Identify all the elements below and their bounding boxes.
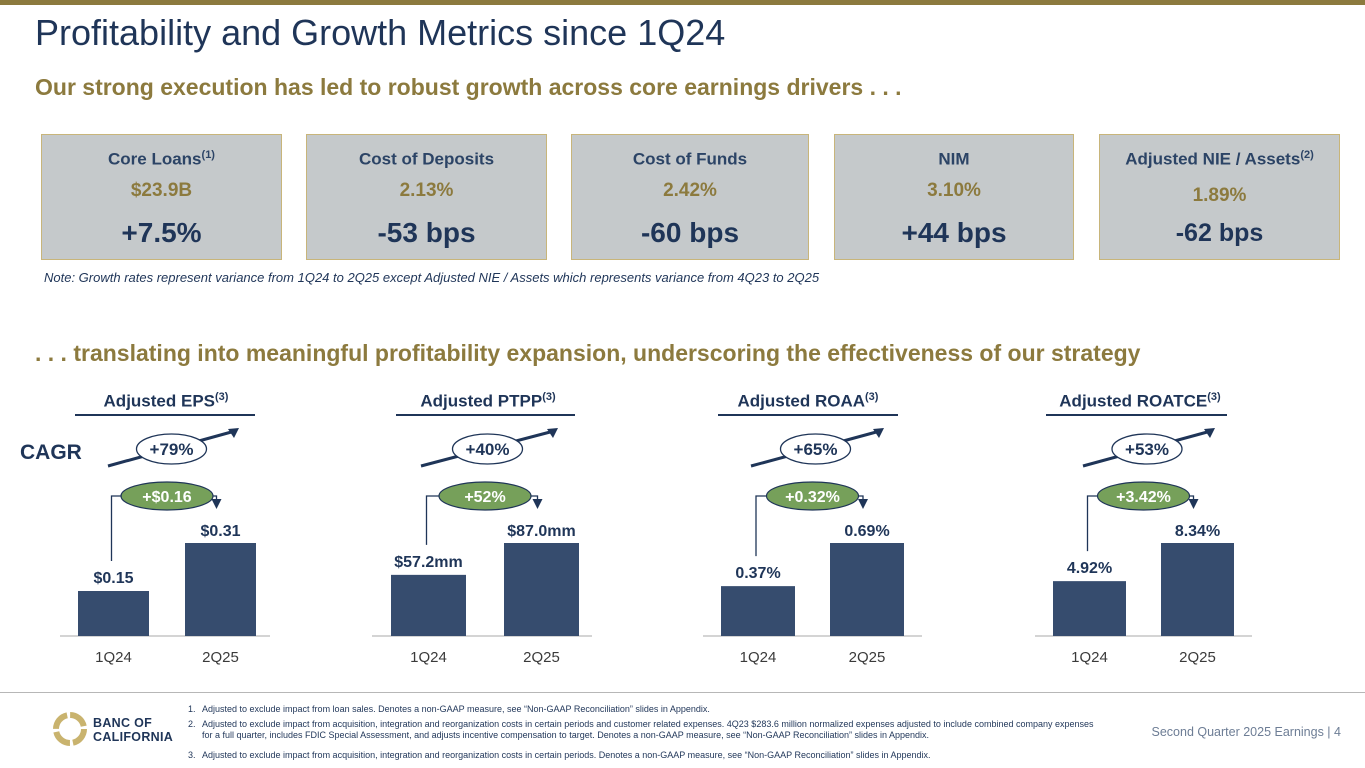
change-pill (1096, 481, 1191, 511)
chart-title-underline (1046, 414, 1227, 416)
card-label: Adjusted NIE / Assets(2) (1125, 149, 1314, 169)
x-tick-label: 1Q24 (410, 649, 447, 666)
chart-title-eps: Adjusted EPS(3) (103, 391, 229, 411)
change-arrow-icon (1188, 499, 1199, 509)
card-label: Cost of Funds (632, 149, 748, 169)
change-arrow-icon (858, 499, 868, 509)
cagr-value: +79% (150, 440, 194, 459)
page-label: Second Quarter 2025 Earnings | (1151, 725, 1331, 739)
data-label-2q25: $87.0mm (507, 523, 576, 540)
chart-title-underline (396, 414, 575, 416)
card-value: 3.10% (927, 180, 981, 201)
chart-title-underline (75, 414, 255, 416)
bar-2q25 (830, 543, 904, 636)
x-tick-label: 1Q24 (740, 649, 777, 666)
page-title: Profitability and Growth Metrics since 1… (35, 12, 726, 53)
metric-card-cost-of-deposits: Cost of Deposits 2.13% -53 bps (306, 134, 547, 260)
x-tick-label: 1Q24 (1071, 649, 1108, 666)
change-value: +0.32% (785, 489, 840, 506)
card-value: $23.9B (130, 180, 193, 201)
cagr-label: CAGR (20, 441, 82, 464)
change-pill (438, 481, 532, 511)
cagr-badge (779, 433, 852, 465)
cagr-arrow-icon (873, 428, 884, 438)
card-value: 1.89% (1192, 185, 1247, 206)
chart-title-roatce: Adjusted ROATCE(3) (1059, 391, 1221, 411)
change-pill (765, 481, 860, 511)
card-change: -60 bps (640, 217, 740, 248)
chart-title-underline (718, 414, 898, 416)
bar-1q24 (721, 586, 795, 636)
bar-1q24 (78, 591, 149, 636)
chart-title-ptpp: Adjusted PTPP(3) (420, 391, 556, 411)
change-arrow-icon (532, 499, 543, 509)
cagr-badge (451, 433, 524, 465)
cagr-arrow-icon (547, 428, 558, 438)
data-label-2q25: $0.31 (200, 523, 240, 540)
cagr-badge (1111, 433, 1183, 465)
data-label-2q25: 8.34% (1175, 523, 1220, 540)
metric-card-nim: NIM 3.10% +44 bps (834, 134, 1074, 260)
bar-2q25 (1161, 543, 1234, 636)
card-value: 2.42% (663, 180, 717, 201)
change-value: +$0.16 (142, 489, 191, 506)
footer-divider (0, 692, 1365, 693)
metric-card-core-loans: Core Loans(1) $23.9B +7.5% (41, 134, 282, 260)
page-number: 4 (1334, 725, 1341, 739)
bar-1q24 (391, 574, 466, 636)
x-tick-label: 1Q24 (95, 649, 132, 666)
growth-note: Note: Growth rates represent variance fr… (44, 270, 820, 285)
top-accent-bar (0, 0, 1365, 5)
data-label-1q24: 4.92% (1067, 560, 1112, 577)
cagr-value: +65% (794, 440, 838, 459)
metric-card-adjusted-nie-assets: Adjusted NIE / Assets(2) 1.89% -62 bps (1099, 134, 1340, 260)
chart-title-roaa: Adjusted ROAA(3) (737, 391, 879, 411)
bank-logo-icon (53, 712, 87, 746)
change-arrow-icon (211, 499, 222, 509)
change-value: +52% (464, 489, 505, 506)
data-label-1q24: $0.15 (93, 570, 133, 587)
data-label-1q24: 0.37% (735, 565, 780, 582)
bar-2q25 (504, 543, 579, 636)
card-label: Cost of Deposits (358, 149, 495, 169)
data-label-2q25: 0.69% (844, 523, 889, 540)
bar-2q25 (185, 543, 256, 636)
cagr-badge (135, 433, 208, 465)
page-subtitle: Our strong execution has led to robust g… (35, 74, 902, 100)
card-change: +44 bps (901, 217, 1007, 248)
change-value: +3.42% (1116, 489, 1171, 506)
x-tick-label: 2Q25 (849, 649, 886, 666)
data-label-1q24: $57.2mm (394, 554, 463, 571)
metric-card-cost-of-funds: Cost of Funds 2.42% -60 bps (571, 134, 809, 260)
bar-1q24 (1053, 581, 1126, 636)
x-tick-label: 2Q25 (1179, 649, 1216, 666)
card-label: NIM (938, 149, 970, 169)
x-tick-label: 2Q25 (202, 649, 239, 666)
card-change: -53 bps (377, 217, 476, 248)
card-value: 2.13% (399, 180, 454, 201)
page-info: Second Quarter 2025 Earnings | 4 (1152, 725, 1342, 739)
card-change: -62 bps (1175, 219, 1264, 247)
change-pill (120, 481, 214, 511)
cagr-arrow-icon (228, 428, 239, 438)
cagr-value: +40% (466, 440, 510, 459)
cagr-arrow-icon (1204, 428, 1215, 438)
section-subtitle: . . . translating into meaningful profit… (35, 340, 1141, 366)
card-label: Core Loans(1) (108, 149, 215, 169)
card-change: +7.5% (121, 217, 202, 248)
bank-logo-text: BANC OF CALIFORNIA (93, 716, 174, 744)
x-tick-label: 2Q25 (523, 649, 560, 666)
cagr-value: +53% (1125, 440, 1169, 459)
